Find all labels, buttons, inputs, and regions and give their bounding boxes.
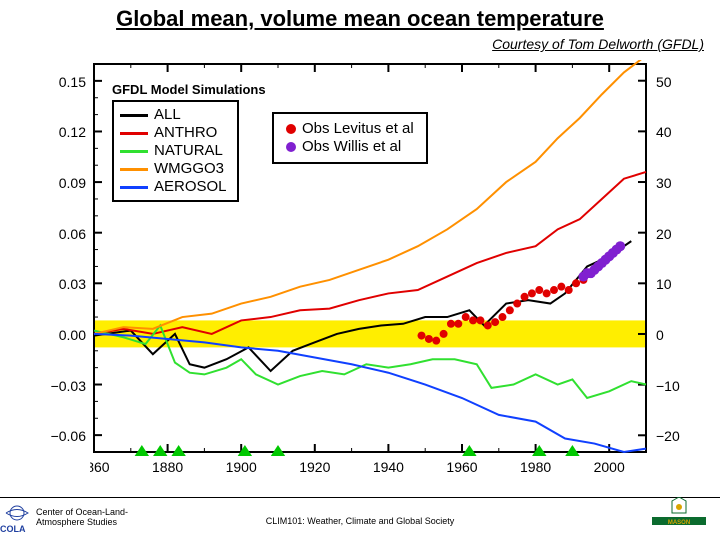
legend-obs: Obs Levitus et alObs Willis et al <box>272 112 428 164</box>
legend-label: AEROSOL <box>154 178 227 196</box>
ytick-right: −10 <box>656 378 680 394</box>
legend-label: ANTHRO <box>154 124 217 142</box>
legend-row: NATURAL <box>120 142 227 160</box>
legend-row: WMGGO3 <box>120 160 227 178</box>
ytick-left: −0.03 <box>51 378 86 394</box>
svg-text:1940: 1940 <box>373 459 404 475</box>
ytick-right: 20 <box>656 226 672 242</box>
legend-row: ANTHRO <box>120 124 227 142</box>
legend-lines: ALLANTHRONATURALWMGGO3AEROSOL <box>112 100 239 202</box>
ytick-left: 0.15 <box>59 74 86 90</box>
legend-swatch-line <box>120 114 148 117</box>
courtesy-text: Courtesy of Tom Delworth (GFDL) <box>492 36 704 52</box>
ytick-right: 30 <box>656 175 672 191</box>
ytick-right: 50 <box>656 74 672 90</box>
svg-text:1860: 1860 <box>90 459 110 475</box>
svg-text:1960: 1960 <box>446 459 477 475</box>
svg-text:MASON: MASON <box>668 520 690 525</box>
ytick-right: −20 <box>656 428 680 444</box>
svg-text:1980: 1980 <box>520 459 551 475</box>
legend-label: WMGGO3 <box>154 160 224 178</box>
mason-logo: MASON <box>652 497 706 530</box>
svg-text:1920: 1920 <box>299 459 330 475</box>
legend-label: NATURAL <box>154 142 223 160</box>
legend-swatch-line <box>120 186 148 189</box>
legend-label: ALL <box>154 106 181 124</box>
footer-rule <box>0 497 720 498</box>
legend-swatch-line <box>120 132 148 135</box>
legend-row: Obs Willis et al <box>286 138 414 156</box>
ytick-left: −0.06 <box>51 428 86 444</box>
ytick-left: 0.06 <box>59 226 86 242</box>
legend-label: Obs Levitus et al <box>302 120 414 138</box>
ytick-right: 0 <box>656 327 664 343</box>
legend-row: ALL <box>120 106 227 124</box>
legend-swatch-dot <box>286 142 296 152</box>
slide: Global mean, volume mean ocean temperatu… <box>0 0 720 540</box>
legend-swatch-line <box>120 168 148 171</box>
legend-row: Obs Levitus et al <box>286 120 414 138</box>
footer-center: CLIM101: Weather, Climate and Global Soc… <box>0 516 720 526</box>
svg-text:2000: 2000 <box>594 459 625 475</box>
legend-row: AEROSOL <box>120 178 227 196</box>
legend-swatch-line <box>120 150 148 153</box>
ytick-left: 0.12 <box>59 124 86 140</box>
ytick-right: 40 <box>656 124 672 140</box>
legend-label: Obs Willis et al <box>302 138 401 156</box>
ytick-left: 0.03 <box>59 276 86 292</box>
svg-text:1880: 1880 <box>152 459 183 475</box>
page-title: Global mean, volume mean ocean temperatu… <box>0 6 720 32</box>
ytick-left: 0.00 <box>59 327 86 343</box>
legend-swatch-dot <box>286 124 296 134</box>
ytick-left: 0.09 <box>59 175 86 191</box>
ytick-right: 10 <box>656 276 672 292</box>
svg-text:1900: 1900 <box>226 459 257 475</box>
